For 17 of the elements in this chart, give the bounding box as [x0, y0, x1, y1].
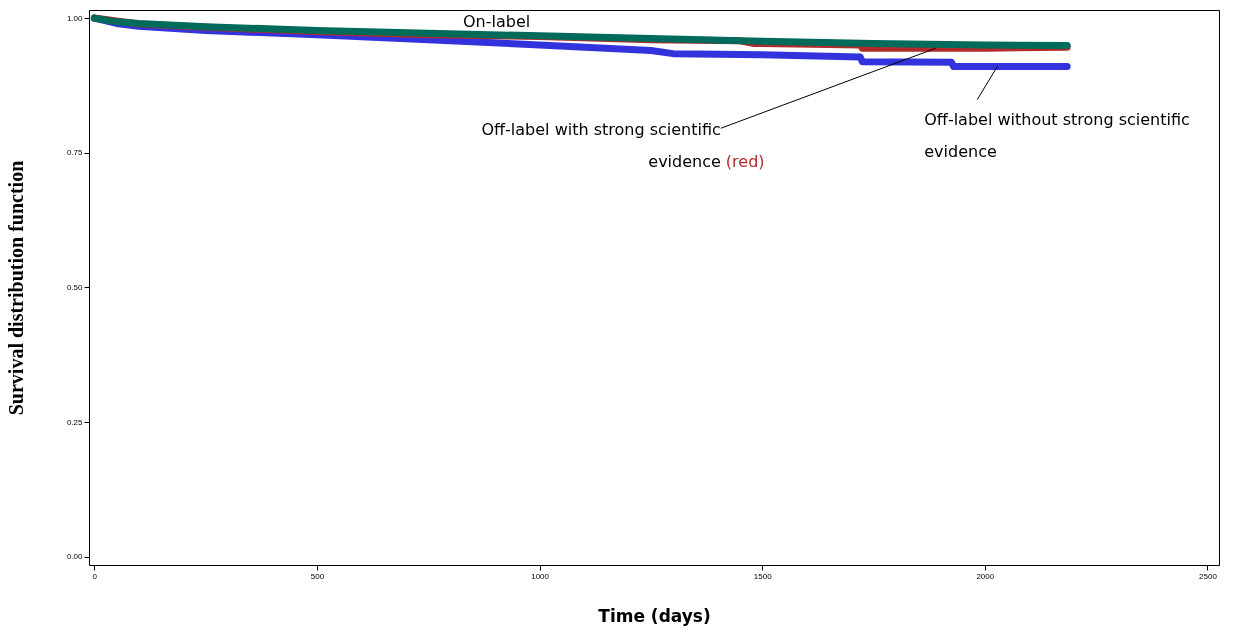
annotation: Off-label with strong scientific evidence	[481, 120, 721, 172]
x-tick-label: 0	[92, 571, 98, 581]
x-tick-label: 500	[310, 571, 325, 581]
x-axis-title: Time (days)	[598, 605, 711, 626]
x-tick-label: 1500	[753, 571, 773, 581]
x-tick-label: 1000	[531, 571, 550, 581]
y-tick-label: 0.00	[66, 552, 84, 562]
y-axis-title: Survival distribution function	[4, 160, 27, 416]
annotation: (red)	[725, 152, 765, 172]
x-tick-label: 2000	[976, 571, 995, 581]
y-tick-label: 0.25	[66, 417, 84, 427]
annotation: On-label	[462, 11, 531, 31]
y-tick-label: 0.50	[66, 283, 84, 292]
x-tick-label: 2500	[1199, 571, 1218, 581]
y-tick-label: 1.00	[66, 13, 84, 23]
y-tick-label: 0.75	[66, 148, 84, 158]
annotation: Off-label without strong scientific evidence	[924, 109, 1190, 161]
